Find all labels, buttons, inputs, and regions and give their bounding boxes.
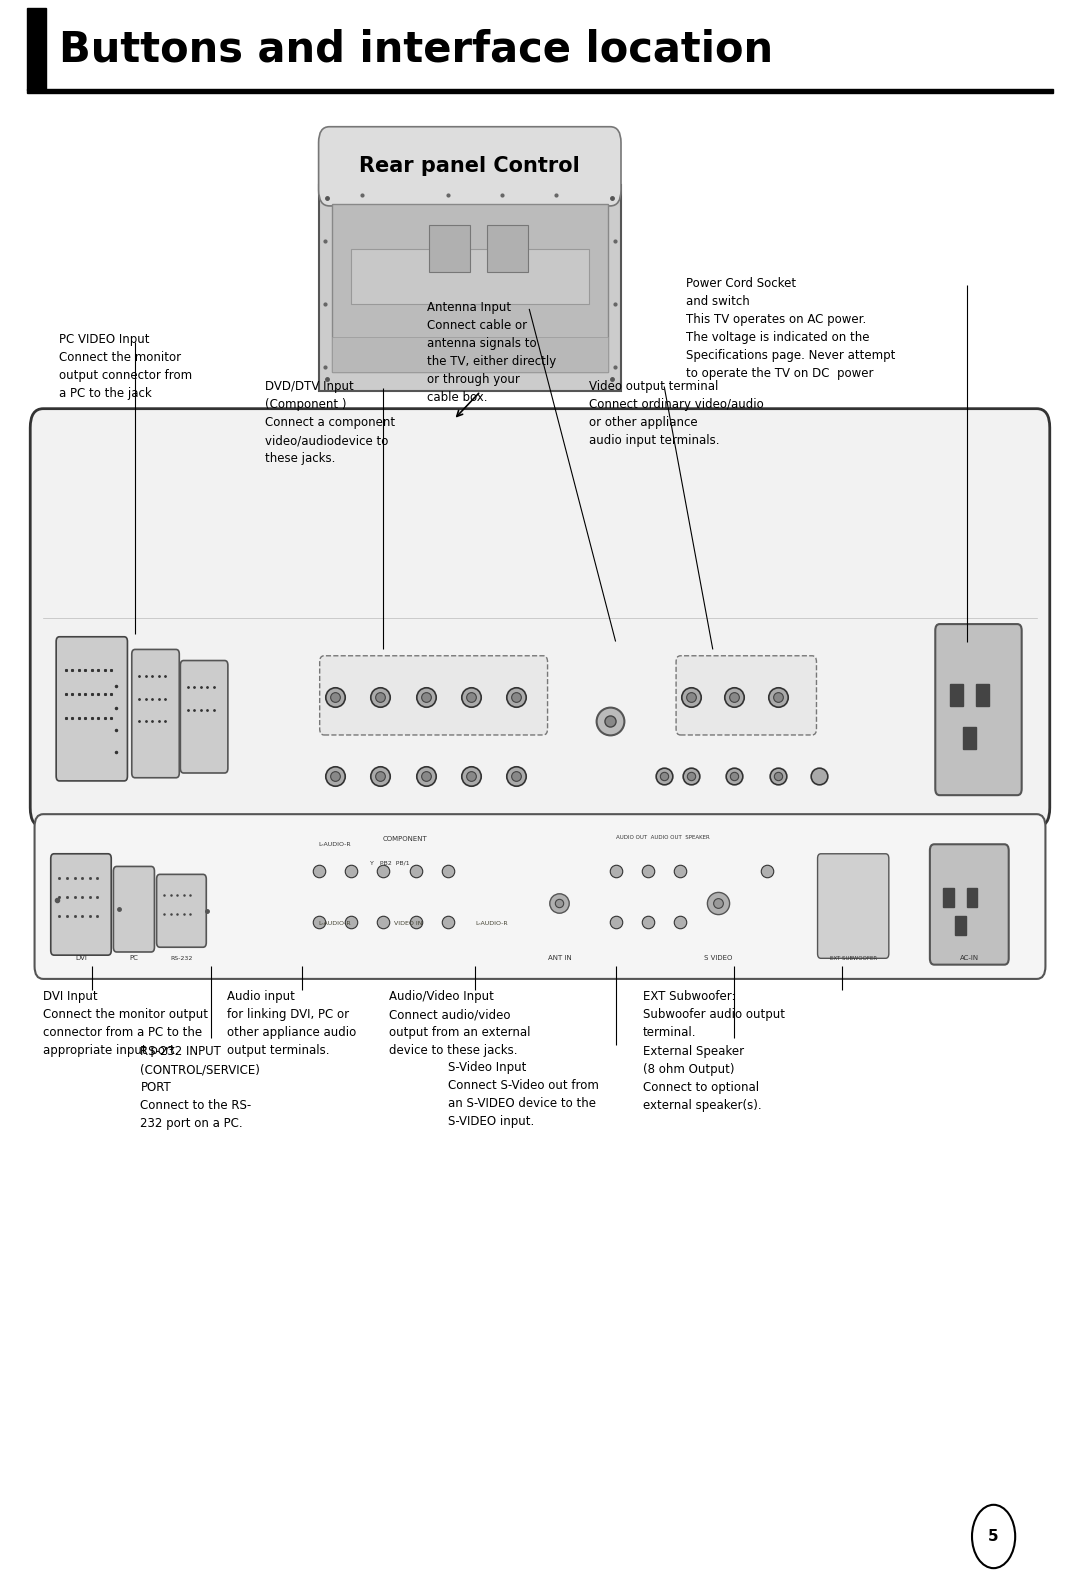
Text: L-AUDIO-R: L-AUDIO-R xyxy=(319,920,351,927)
Text: PC: PC xyxy=(130,955,138,961)
Bar xyxy=(27,89,1053,93)
Text: External Speaker
(8 ohm Output)
Connect to optional
external speaker(s).: External Speaker (8 ohm Output) Connect … xyxy=(643,1045,761,1112)
Bar xyxy=(319,185,621,391)
Text: ANT IN: ANT IN xyxy=(548,955,571,961)
Text: Audio input
for linking DVI, PC or
other appliance audio
output terminals.: Audio input for linking DVI, PC or other… xyxy=(227,990,356,1057)
Text: L-AUDIO-R: L-AUDIO-R xyxy=(319,841,351,847)
Text: RS-232 INPUT
(CONTROL/SERVICE)
PORT
Connect to the RS-
232 port on a PC.: RS-232 INPUT (CONTROL/SERVICE) PORT Conn… xyxy=(140,1045,260,1131)
Text: DVI Input
Connect the monitor output
connector from a PC to the
appropriate inpu: DVI Input Connect the monitor output con… xyxy=(43,990,208,1057)
Text: L-AUDIO-R: L-AUDIO-R xyxy=(475,920,508,927)
Bar xyxy=(332,337,608,372)
FancyBboxPatch shape xyxy=(930,844,1009,965)
Bar xyxy=(950,684,963,706)
Text: Buttons and interface location: Buttons and interface location xyxy=(59,29,773,70)
Text: PC VIDEO Input
Connect the monitor
output connector from
a PC to the jack: PC VIDEO Input Connect the monitor outpu… xyxy=(59,333,192,399)
Bar xyxy=(967,887,977,906)
Bar xyxy=(332,204,608,372)
FancyBboxPatch shape xyxy=(113,866,154,952)
Text: EXT Subwoofer:
Subwoofer audio output
terminal.: EXT Subwoofer: Subwoofer audio output te… xyxy=(643,990,784,1039)
Text: DVD/DTV Input
(Component )
Connect a component
video/audiodevice to
these jacks.: DVD/DTV Input (Component ) Connect a com… xyxy=(265,380,394,466)
Bar xyxy=(955,916,966,935)
Bar xyxy=(963,727,976,749)
FancyBboxPatch shape xyxy=(180,661,228,773)
FancyBboxPatch shape xyxy=(51,854,111,955)
FancyBboxPatch shape xyxy=(56,637,127,781)
Text: AC-IN: AC-IN xyxy=(960,955,978,961)
FancyBboxPatch shape xyxy=(676,656,816,735)
Text: DVI: DVI xyxy=(76,955,86,961)
Text: Y   PB2  PB/1: Y PB2 PB/1 xyxy=(370,860,410,866)
Circle shape xyxy=(972,1505,1015,1568)
Text: 5: 5 xyxy=(988,1529,999,1544)
Text: EXT SUBWOOFER: EXT SUBWOOFER xyxy=(829,957,877,961)
Text: COMPONENT: COMPONENT xyxy=(382,836,428,843)
Text: AUDIO OUT  AUDIO OUT  SPEAKER: AUDIO OUT AUDIO OUT SPEAKER xyxy=(616,835,710,840)
FancyBboxPatch shape xyxy=(935,624,1022,795)
Text: S-Video Input
Connect S-Video out from
an S-VIDEO device to the
S-VIDEO input.: S-Video Input Connect S-Video out from a… xyxy=(448,1061,599,1128)
Bar xyxy=(27,8,46,90)
FancyBboxPatch shape xyxy=(319,127,621,206)
Bar xyxy=(429,225,470,272)
Bar xyxy=(487,225,528,272)
Text: Video output terminal
Connect ordinary video/audio
or other appliance
audio inpu: Video output terminal Connect ordinary v… xyxy=(589,380,764,447)
FancyBboxPatch shape xyxy=(320,656,548,735)
Bar xyxy=(976,684,989,706)
Text: Audio/Video Input
Connect audio/video
output from an external
device to these ja: Audio/Video Input Connect audio/video ou… xyxy=(389,990,530,1057)
Text: RS-232: RS-232 xyxy=(171,957,192,961)
FancyBboxPatch shape xyxy=(35,814,1045,979)
FancyBboxPatch shape xyxy=(818,854,889,958)
FancyBboxPatch shape xyxy=(30,409,1050,827)
Text: VIDEO IN: VIDEO IN xyxy=(394,920,422,927)
Bar xyxy=(351,249,589,304)
Text: S VIDEO: S VIDEO xyxy=(704,955,732,961)
Text: Antenna Input
Connect cable or
antenna signals to
the TV, either directly
or thr: Antenna Input Connect cable or antenna s… xyxy=(427,301,556,404)
Bar xyxy=(943,887,954,906)
FancyBboxPatch shape xyxy=(157,874,206,947)
FancyBboxPatch shape xyxy=(132,649,179,778)
Text: Power Cord Socket
and switch
This TV operates on AC power.
The voltage is indica: Power Cord Socket and switch This TV ope… xyxy=(686,277,895,380)
Text: Rear panel Control: Rear panel Control xyxy=(360,157,580,176)
